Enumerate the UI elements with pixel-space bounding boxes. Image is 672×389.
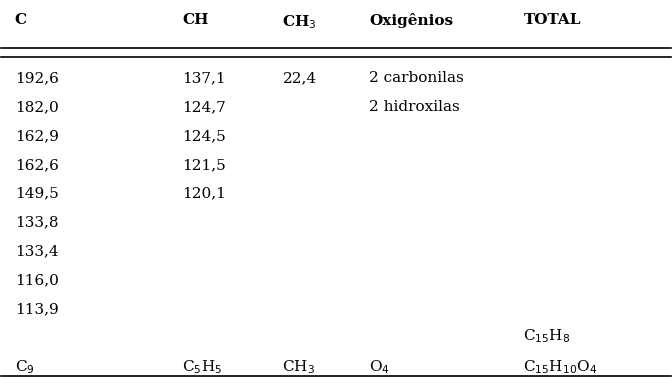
Text: 113,9: 113,9 [15,303,58,317]
Text: CH$_3$: CH$_3$ [282,359,315,376]
Text: 149,5: 149,5 [15,187,58,201]
Text: 137,1: 137,1 [182,71,226,85]
Text: Oxigênios: Oxigênios [370,13,454,28]
Text: 182,0: 182,0 [15,100,58,114]
Text: 124,5: 124,5 [182,129,226,143]
Text: 22,4: 22,4 [282,71,317,85]
Text: C$_5$H$_5$: C$_5$H$_5$ [182,359,222,376]
Text: 133,4: 133,4 [15,245,58,259]
Text: 2 carbonilas: 2 carbonilas [370,71,464,85]
Text: 162,9: 162,9 [15,129,58,143]
Text: 121,5: 121,5 [182,158,226,172]
Text: 120,1: 120,1 [182,187,226,201]
Text: C$_{15}$H$_{10}$O$_4$: C$_{15}$H$_{10}$O$_4$ [523,359,597,376]
Text: C$_9$: C$_9$ [15,359,34,376]
Text: C$_{15}$H$_8$: C$_{15}$H$_8$ [523,328,571,345]
Text: CH$_3$: CH$_3$ [282,13,317,31]
Text: 124,7: 124,7 [182,100,226,114]
Text: C: C [15,13,27,27]
Text: 192,6: 192,6 [15,71,58,85]
Text: TOTAL: TOTAL [523,13,581,27]
Text: 116,0: 116,0 [15,274,58,288]
Text: CH: CH [182,13,208,27]
Text: O$_4$: O$_4$ [370,359,390,376]
Text: 2 hidroxilas: 2 hidroxilas [370,100,460,114]
Text: 133,8: 133,8 [15,216,58,230]
Text: 162,6: 162,6 [15,158,58,172]
